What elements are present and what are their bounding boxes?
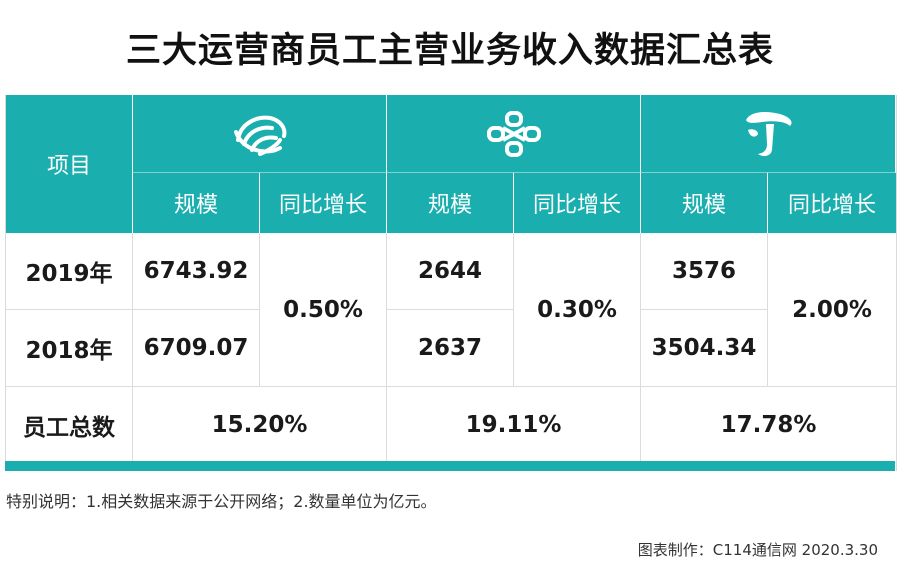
chart-credit: 图表制作：C114通信网 2020.3.30	[637, 541, 878, 559]
row-label-2018: 2018年	[6, 310, 133, 387]
page-title: 三大运营商员工主营业务收入数据汇总表	[125, 31, 774, 71]
unicom-growth: 0.30%	[514, 233, 641, 387]
mobile-2019-value: 6743.92	[133, 233, 260, 310]
header-growth-telecom: 同比增长	[768, 173, 896, 233]
row-label-staff: 员工总数	[6, 387, 133, 463]
telecom-growth: 2.00%	[768, 233, 896, 387]
header-growth-mobile: 同比增长	[260, 173, 387, 233]
header-scale-mobile: 规模	[133, 173, 260, 233]
telecom-staff-value: 17.78%	[641, 387, 896, 463]
mobile-2018-value: 6709.07	[133, 310, 260, 387]
telecom-2019-value: 3576	[641, 233, 768, 310]
header-growth-unicom: 同比增长	[514, 173, 641, 233]
unicom-staff-value: 19.11%	[387, 387, 641, 463]
header-item: 项目	[6, 95, 133, 233]
mobile-staff-value: 15.20%	[133, 387, 387, 463]
header-scale-unicom: 规模	[387, 173, 514, 233]
unicom-2019-value: 2644	[387, 233, 514, 310]
china-unicom-logo-icon	[387, 95, 641, 173]
china-mobile-logo-icon	[133, 95, 387, 173]
footnote: 特别说明：1.相关数据来源于公开网络；2.数量单位为亿元。	[6, 492, 437, 511]
unicom-2018-value: 2637	[387, 310, 514, 387]
summary-table: 项目	[5, 95, 897, 471]
row-label-2019: 2019年	[6, 233, 133, 310]
mobile-growth: 0.50%	[260, 233, 387, 387]
table-bottom-bar	[5, 461, 895, 471]
telecom-2018-value: 3504.34	[641, 310, 768, 387]
header-scale-telecom: 规模	[641, 173, 768, 233]
china-telecom-logo-icon	[641, 95, 896, 173]
